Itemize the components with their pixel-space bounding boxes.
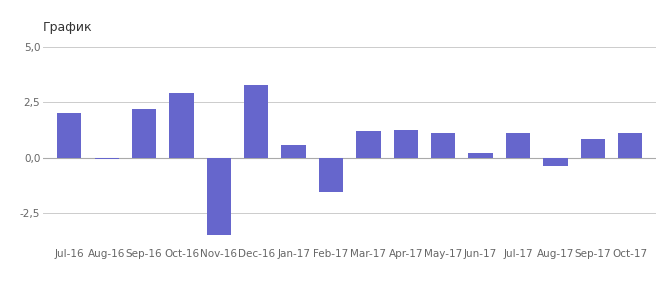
Bar [356,131,381,158]
Bar [618,133,642,158]
Text: [ www.instaforex.com]: [ www.instaforex.com] [15,269,174,282]
Bar [543,158,568,166]
Bar [282,146,306,158]
Bar [57,113,82,158]
Bar [581,139,605,158]
Bar [431,133,455,158]
Bar [244,85,269,158]
Bar [132,109,156,158]
Bar [506,133,530,158]
Bar [394,130,418,158]
Bar [207,158,231,235]
Bar [319,158,343,192]
Bar [169,94,194,158]
Bar [469,153,493,158]
Bar [95,158,119,159]
Text: График: График [43,21,93,34]
